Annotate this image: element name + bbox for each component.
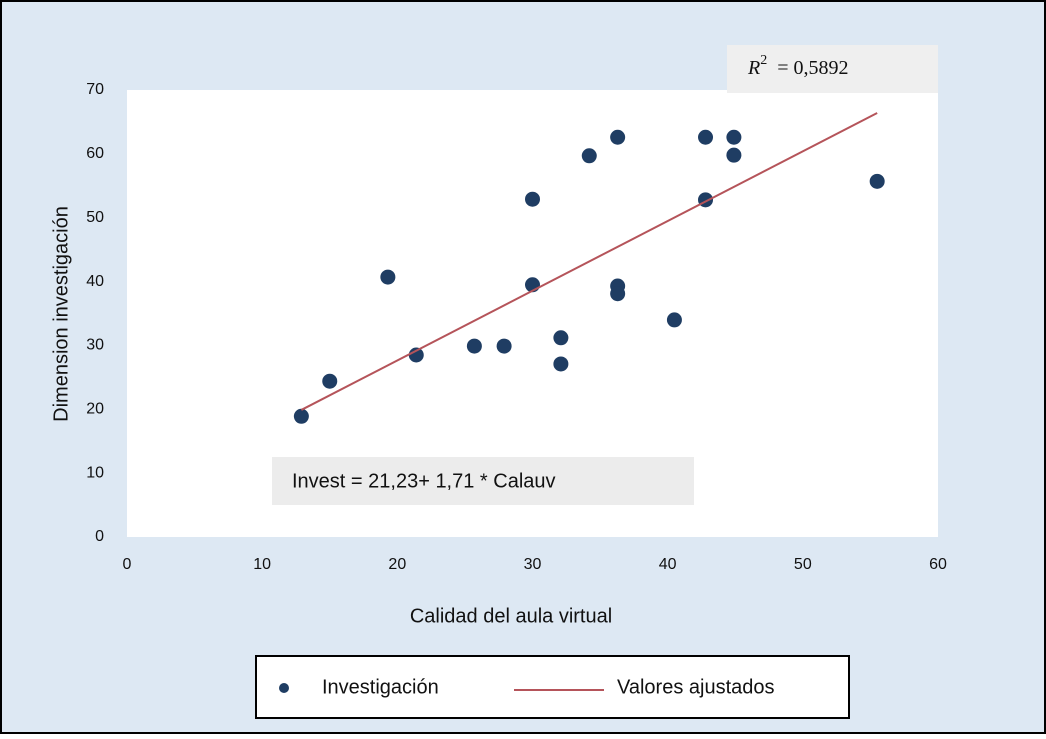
legend-label: Investigación — [322, 676, 439, 698]
y-axis-label: Dimension investigación — [50, 206, 72, 422]
x-tick-label: 30 — [524, 556, 542, 573]
x-tick-label: 0 — [123, 556, 132, 573]
equation: Invest = 21,23+ 1,71 * Calauv — [292, 470, 556, 492]
point — [293, 408, 309, 424]
legend-label: Valores ajustados — [617, 676, 775, 698]
y-tick-label: 30 — [86, 337, 104, 354]
r-symbol: R — [747, 57, 760, 79]
point — [322, 373, 338, 389]
fit-line — [300, 112, 878, 411]
y-tick-label: 70 — [86, 81, 104, 98]
x-tick-label: 20 — [388, 556, 406, 573]
point — [610, 129, 626, 145]
point — [466, 338, 482, 354]
x-tick-label: 40 — [659, 556, 677, 573]
x-tick-label: 60 — [929, 556, 947, 573]
y-tick-label: 50 — [86, 209, 104, 226]
y-tick-label: 10 — [86, 464, 104, 481]
x-tick-label: 10 — [253, 556, 271, 573]
point — [610, 286, 626, 302]
x-tick-label: 50 — [794, 556, 812, 573]
y-tick-label: 40 — [86, 273, 104, 290]
point — [553, 356, 569, 372]
point — [726, 147, 742, 163]
r-value: = 0,5892 — [777, 57, 848, 79]
point — [698, 129, 714, 145]
point — [408, 347, 424, 363]
y-tick-label: 20 — [86, 401, 104, 418]
point — [869, 173, 885, 189]
equation-box — [272, 457, 694, 505]
r-exponent: 2 — [760, 53, 767, 68]
point — [525, 191, 540, 207]
point — [726, 129, 742, 145]
r-squared: R2 = 0,5892 — [747, 53, 849, 78]
legend — [255, 655, 850, 719]
point — [380, 269, 396, 285]
r-squared-box — [727, 45, 938, 93]
point — [666, 312, 682, 328]
point — [553, 330, 569, 346]
point — [496, 338, 512, 354]
legend-marker — [279, 683, 289, 693]
x-axis-label: Calidad del aula virtual — [410, 605, 612, 627]
point — [581, 148, 597, 164]
y-tick-label: 0 — [95, 528, 104, 545]
y-tick-label: 60 — [86, 145, 104, 162]
